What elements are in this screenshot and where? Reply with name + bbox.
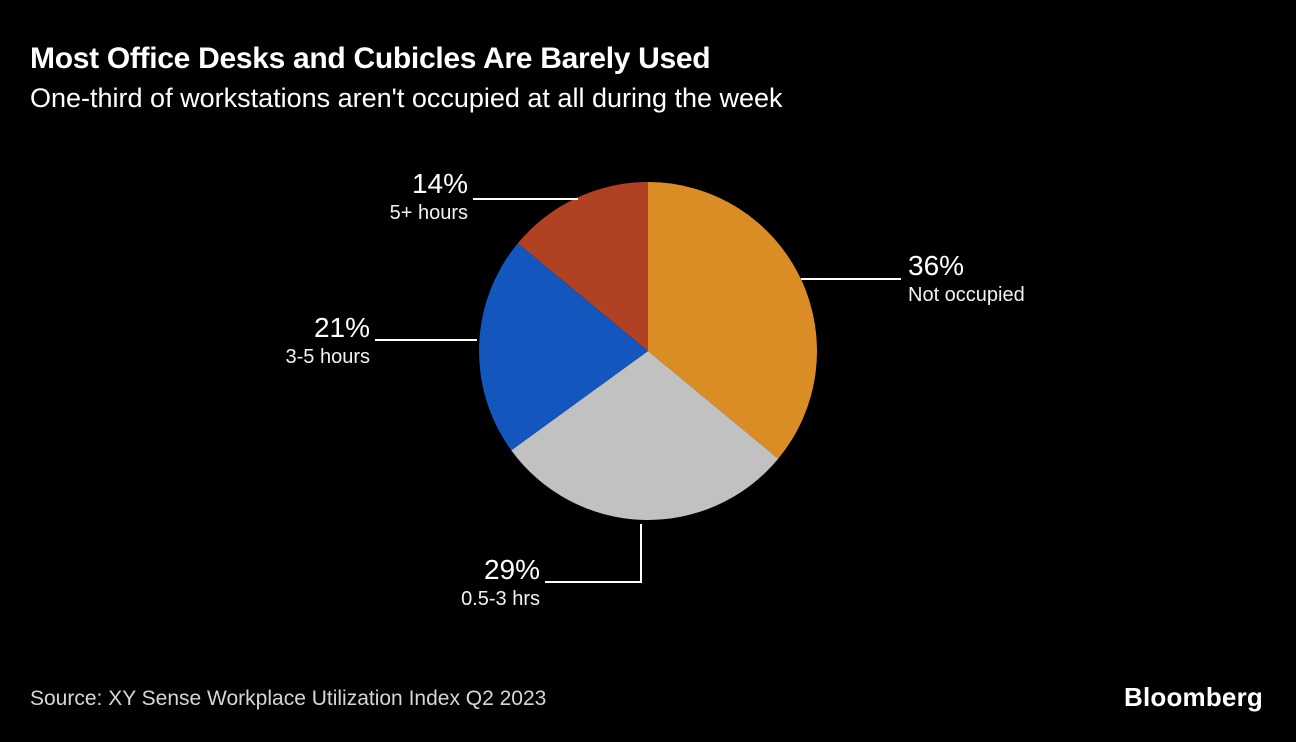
chart-subtitle: One-third of workstations aren't occupie… xyxy=(30,83,783,113)
callout-3-5-hours-percent: 21% xyxy=(313,312,370,343)
callout-3-5-hours: 21% 3-5 hours xyxy=(286,311,371,371)
chart-header: Most Office Desks and Cubicles Are Barel… xyxy=(30,40,783,116)
callout-3-5-hours-label: 3-5 hours xyxy=(285,346,371,368)
pie-slice-3-5-hours xyxy=(479,243,648,451)
callout-5plus-hours-percent: 14% xyxy=(411,168,468,199)
pie-slice-not-occupied xyxy=(648,182,817,459)
callout-not-occupied-percent: 36% xyxy=(908,250,965,281)
callout-not-occupied-label: Not occupied xyxy=(908,284,1025,306)
callout-5plus-hours-label: 5+ hours xyxy=(389,202,468,224)
callout-05-3-hrs-label: 0.5-3 hrs xyxy=(461,588,540,610)
callout-5plus-hours: 14% 5+ hours xyxy=(390,167,468,227)
chart-title: Most Office Desks and Cubicles Are Barel… xyxy=(30,42,711,75)
source-note: Source: XY Sense Workplace Utilization I… xyxy=(30,687,547,710)
callout-not-occupied: 36% Not occupied xyxy=(908,249,1025,309)
pie-slice-5-hours xyxy=(517,182,648,351)
pie-slices xyxy=(479,182,817,520)
callout-05-3-hrs-percent: 29% xyxy=(483,554,540,585)
bloomberg-logo: Bloomberg xyxy=(1123,682,1263,712)
leader-line-05-3-hrs xyxy=(545,524,642,583)
callout-05-3-hrs: 29% 0.5-3 hrs xyxy=(461,553,540,613)
pie-slice-0-5-3-hrs xyxy=(511,351,779,520)
